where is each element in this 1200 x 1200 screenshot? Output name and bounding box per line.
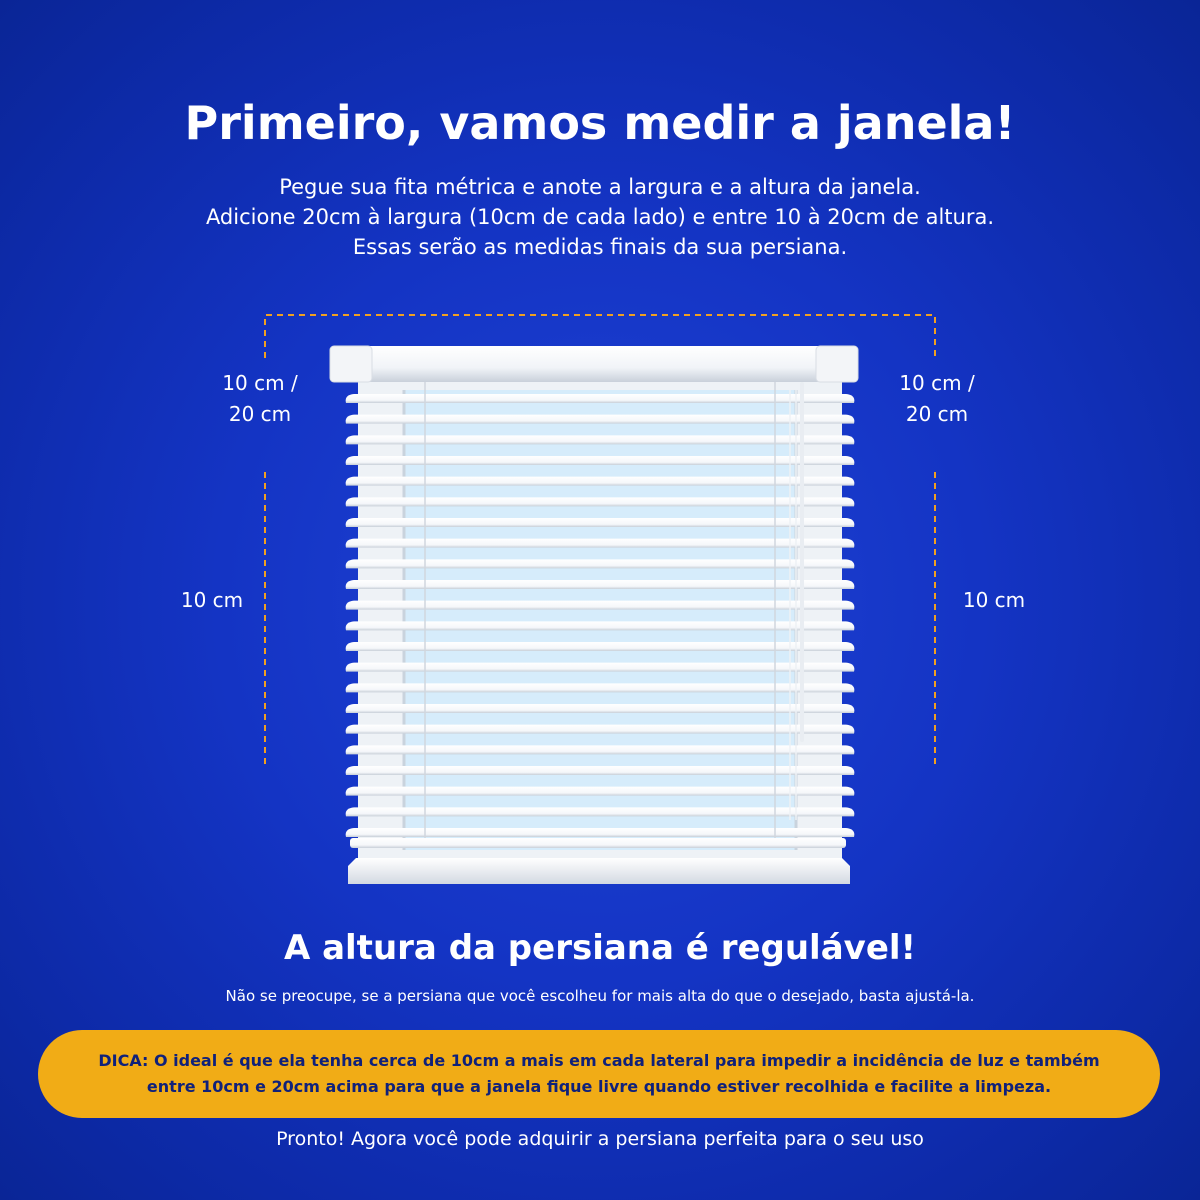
- section-subtitle: A altura da persiana é regulável!: [283, 928, 917, 968]
- head-rail-end-cap: [329, 345, 373, 383]
- right-side-measure-label: 10 cm: [962, 588, 1026, 612]
- blind-slat: [345, 724, 855, 734]
- measure-text: 10 cm /: [222, 371, 298, 395]
- intro-line: Pegue sua fita métrica e anote a largura…: [279, 175, 921, 199]
- left-side-measure-label: 10 cm: [180, 588, 244, 612]
- blind-slat: [345, 745, 855, 755]
- footer-text: Pronto! Agora você pode adquirir a persi…: [276, 1128, 924, 1150]
- blind-slat: [345, 538, 855, 548]
- blind-slat: [345, 662, 855, 672]
- blind-slat: [345, 476, 855, 486]
- blind-slat: [345, 580, 855, 589]
- blind-diagram: [264, 314, 936, 884]
- width-guide-line: [264, 314, 936, 358]
- blind-bottom-rail: [350, 838, 846, 848]
- blind-slat: [345, 394, 855, 403]
- blind-slat: [345, 807, 855, 817]
- intro-text: Pegue sua fita métrica e anote a largura…: [0, 172, 1200, 262]
- blind-slat: [345, 414, 855, 424]
- measure-text: 20 cm: [228, 402, 292, 426]
- intro-line: Essas serão as medidas finais da sua per…: [352, 235, 848, 259]
- adjustable-note: Não se preocupe, se a persiana que você …: [225, 987, 975, 1005]
- page-title: Primeiro, vamos medir a janela!: [184, 96, 1016, 150]
- blind-slats: [345, 394, 855, 837]
- blind-slat: [345, 621, 855, 631]
- tip-line: entre 10cm e 20cm acima para que a janel…: [146, 1077, 1052, 1096]
- tip-banner: DICA: O ideal é que ela tenha cerca de 1…: [38, 1030, 1160, 1118]
- window-sill: [348, 858, 850, 884]
- blind-slat: [345, 683, 855, 693]
- blind-slat: [345, 766, 855, 775]
- blind-slat: [345, 704, 855, 713]
- blind-slat: [345, 435, 855, 445]
- measure-text: 20 cm: [905, 402, 969, 426]
- blind-slat: [345, 642, 855, 651]
- left-top-measure-label: 10 cm / 20 cm: [205, 368, 315, 430]
- blind-slat: [345, 518, 855, 527]
- blind-slat: [345, 600, 855, 610]
- right-top-measure-label: 10 cm / 20 cm: [882, 368, 992, 430]
- measure-text: 10 cm /: [899, 371, 975, 395]
- blind-slat: [345, 786, 855, 796]
- blind-slat: [345, 828, 855, 837]
- tip-line: DICA: O ideal é que ela tenha cerca de 1…: [98, 1051, 1100, 1070]
- head-rail-end-cap: [815, 345, 859, 383]
- intro-line: Adicione 20cm à largura (10cm de cada la…: [205, 205, 995, 229]
- blind-head-rail: [330, 346, 858, 382]
- blind-slat: [345, 559, 855, 569]
- blind-slat: [345, 456, 855, 465]
- blind-slat: [345, 497, 855, 507]
